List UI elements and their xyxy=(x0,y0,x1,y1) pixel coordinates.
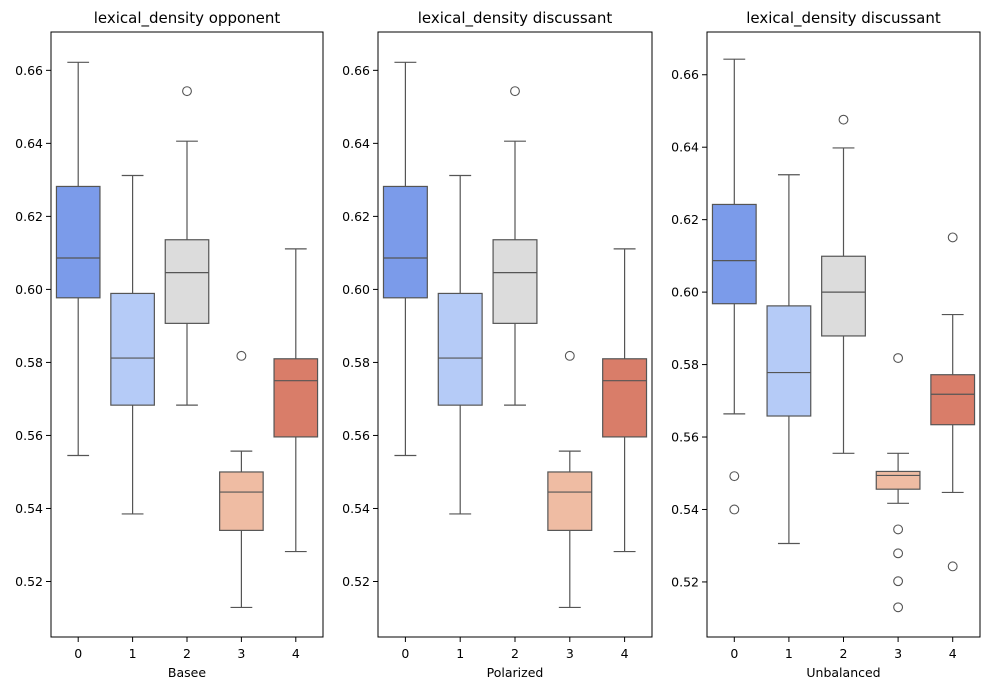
y-tick-label: 0.60 xyxy=(342,282,370,297)
box-3 xyxy=(875,470,921,490)
y-tick-label: 0.56 xyxy=(15,428,43,443)
box-0 xyxy=(711,203,757,305)
box-0 xyxy=(382,185,428,299)
box-0 xyxy=(55,185,101,299)
y-tick-label: 0.64 xyxy=(342,136,370,151)
x-tick-label: 1 xyxy=(129,646,137,661)
y-tick-label: 0.60 xyxy=(15,282,43,297)
x-tick-label: 2 xyxy=(183,646,191,661)
x-tick-label: 1 xyxy=(456,646,464,661)
chart-title: lexical_density discussant xyxy=(746,9,941,28)
x-tick-label: 4 xyxy=(621,646,629,661)
y-tick-label: 0.52 xyxy=(15,574,43,589)
x-axis-label: Unbalanced xyxy=(806,665,880,680)
outlier-point xyxy=(510,86,520,97)
y-tick-label: 0.62 xyxy=(342,209,370,224)
x-tick-label: 3 xyxy=(566,646,574,661)
outlier-point xyxy=(182,86,192,97)
plot-frame xyxy=(377,31,653,638)
outlier-point xyxy=(893,602,904,613)
y-tick-label: 0.66 xyxy=(342,63,370,78)
y-tick-label: 0.54 xyxy=(15,501,43,516)
y-tick-label: 0.64 xyxy=(671,140,699,155)
y-tick-label: 0.64 xyxy=(15,136,43,151)
x-tick-label: 0 xyxy=(74,646,82,661)
y-tick-label: 0.58 xyxy=(15,355,43,370)
x-tick-label: 2 xyxy=(840,646,848,661)
box-3 xyxy=(547,471,593,531)
x-tick-label: 0 xyxy=(401,646,409,661)
x-tick-label: 0 xyxy=(730,646,738,661)
outlier-point xyxy=(893,576,904,587)
y-tick-label: 0.56 xyxy=(342,428,370,443)
y-tick-label: 0.52 xyxy=(671,574,699,589)
box-2 xyxy=(492,239,538,324)
chart-title: lexical_density opponent xyxy=(94,9,281,28)
outlier-point xyxy=(564,350,575,361)
y-tick-label: 0.58 xyxy=(671,357,699,372)
outlier-point xyxy=(947,561,958,572)
outlier-point xyxy=(893,524,904,535)
y-tick-label: 0.62 xyxy=(671,212,699,227)
box-1 xyxy=(437,292,483,406)
x-tick-label: 4 xyxy=(949,646,957,661)
outlier-point xyxy=(729,504,740,515)
x-tick-label: 2 xyxy=(511,646,519,661)
outlier-point xyxy=(236,350,247,361)
box-1 xyxy=(110,292,155,406)
box-1 xyxy=(766,305,812,417)
box-4 xyxy=(930,374,976,426)
outlier-point xyxy=(893,548,904,559)
box-2 xyxy=(821,255,866,337)
outlier-point xyxy=(893,353,904,363)
y-tick-label: 0.56 xyxy=(671,430,699,445)
y-tick-label: 0.52 xyxy=(342,574,370,589)
box-3 xyxy=(219,471,264,531)
y-tick-label: 0.54 xyxy=(342,501,370,516)
y-tick-label: 0.58 xyxy=(342,355,370,370)
y-tick-label: 0.54 xyxy=(671,502,699,517)
box-4 xyxy=(602,358,648,438)
box-2 xyxy=(164,239,210,324)
x-axis-label: Basee xyxy=(168,665,206,680)
outlier-point xyxy=(838,114,849,125)
x-tick-label: 4 xyxy=(292,646,300,661)
y-tick-label: 0.62 xyxy=(15,209,43,224)
plot-frame xyxy=(50,31,324,638)
box-4 xyxy=(273,358,319,438)
x-tick-label: 1 xyxy=(785,646,793,661)
plot-frame xyxy=(706,31,981,638)
y-tick-label: 0.60 xyxy=(671,285,699,300)
outlier-point xyxy=(729,471,740,482)
y-tick-label: 0.66 xyxy=(15,63,43,78)
outlier-point xyxy=(947,232,958,243)
x-tick-label: 3 xyxy=(894,646,902,661)
y-tick-label: 0.66 xyxy=(671,67,699,82)
chart-title: lexical_density discussant xyxy=(418,9,613,28)
x-axis-label: Polarized xyxy=(487,665,544,680)
x-tick-label: 3 xyxy=(237,646,245,661)
